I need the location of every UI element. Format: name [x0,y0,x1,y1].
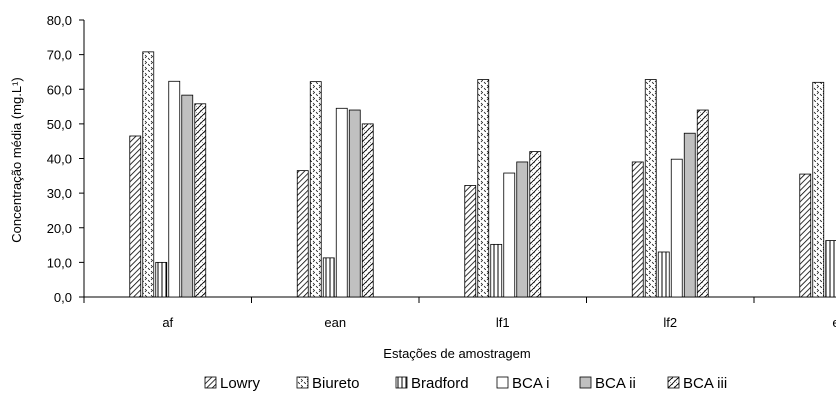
bar-bca-iii [696,109,709,298]
y-tick-label: 50,0 [47,117,72,132]
bar-bradford [825,240,836,298]
x-tick-label: af [162,315,173,330]
legend-swatch [395,376,408,389]
bar-lowry [799,173,812,298]
bar-bca-i [168,80,181,298]
bar-bca-i [670,158,683,298]
bar-bradford [490,243,503,298]
legend-label: Lowry [220,375,261,392]
legend-swatch [204,376,217,389]
bar-bca-ii [683,132,696,298]
legend-label: BCA ii [595,375,636,392]
x-tick-label: lf1 [496,315,510,330]
bar-biureto [812,81,825,298]
legend-label: Biureto [312,375,360,392]
bar-bca-ii [516,161,529,298]
legend-swatch [579,376,592,389]
y-tick-label: 20,0 [47,221,72,236]
bar-lowry [464,185,477,298]
bar-biureto [644,79,657,298]
bar-biureto [142,51,155,298]
legend: Lowry Biureto Bradford BCA i BCA ii BCA iii [204,375,727,392]
bar-bca-ii [181,94,194,298]
bar-lowry [296,170,309,298]
bar-biureto [477,79,490,298]
legend-swatch [296,376,309,389]
y-tick-label: 0,0 [54,290,72,305]
bar-bradford [657,251,670,298]
bar-bca-iii [194,103,207,298]
y-tick-label: 30,0 [47,186,72,201]
legend-label: Bradford [411,375,469,392]
y-axis: 0,0 10,0 20,0 30,0 40,0 50,0 60,0 70,0 80,0 [47,13,85,305]
bar-bca-i [335,107,348,298]
legend-swatch [496,376,509,389]
bar-bradford [322,257,335,298]
y-tick-label: 80,0 [47,13,72,28]
bar-bradford [155,261,168,298]
y-tick-label: 70,0 [47,48,72,63]
bar-bca-i [503,172,516,298]
bar-bca-ii [348,109,361,298]
x-tick-label: lf2 [663,315,677,330]
x-axis-title: Estações de amostragem [383,346,530,361]
legend-label: BCA i [512,375,550,392]
bar-lowry [631,161,644,298]
x-axis: af ean lf1 lf2 ef [83,296,836,330]
y-axis-title: Concentração média (mg.L¹) [9,77,24,242]
legend-label: BCA iii [683,375,727,392]
bars [129,51,836,298]
y-tick-label: 60,0 [47,82,72,97]
y-tick-label: 10,0 [47,255,72,270]
legend-swatch [667,376,680,389]
bar-bca-iii [529,151,542,298]
y-tick-label: 40,0 [47,152,72,167]
bar-biureto [309,81,322,298]
bar-lowry [129,135,142,298]
x-tick-label: ean [324,315,346,330]
x-tick-label: ef [832,315,836,330]
bar-bca-iii [361,123,374,298]
